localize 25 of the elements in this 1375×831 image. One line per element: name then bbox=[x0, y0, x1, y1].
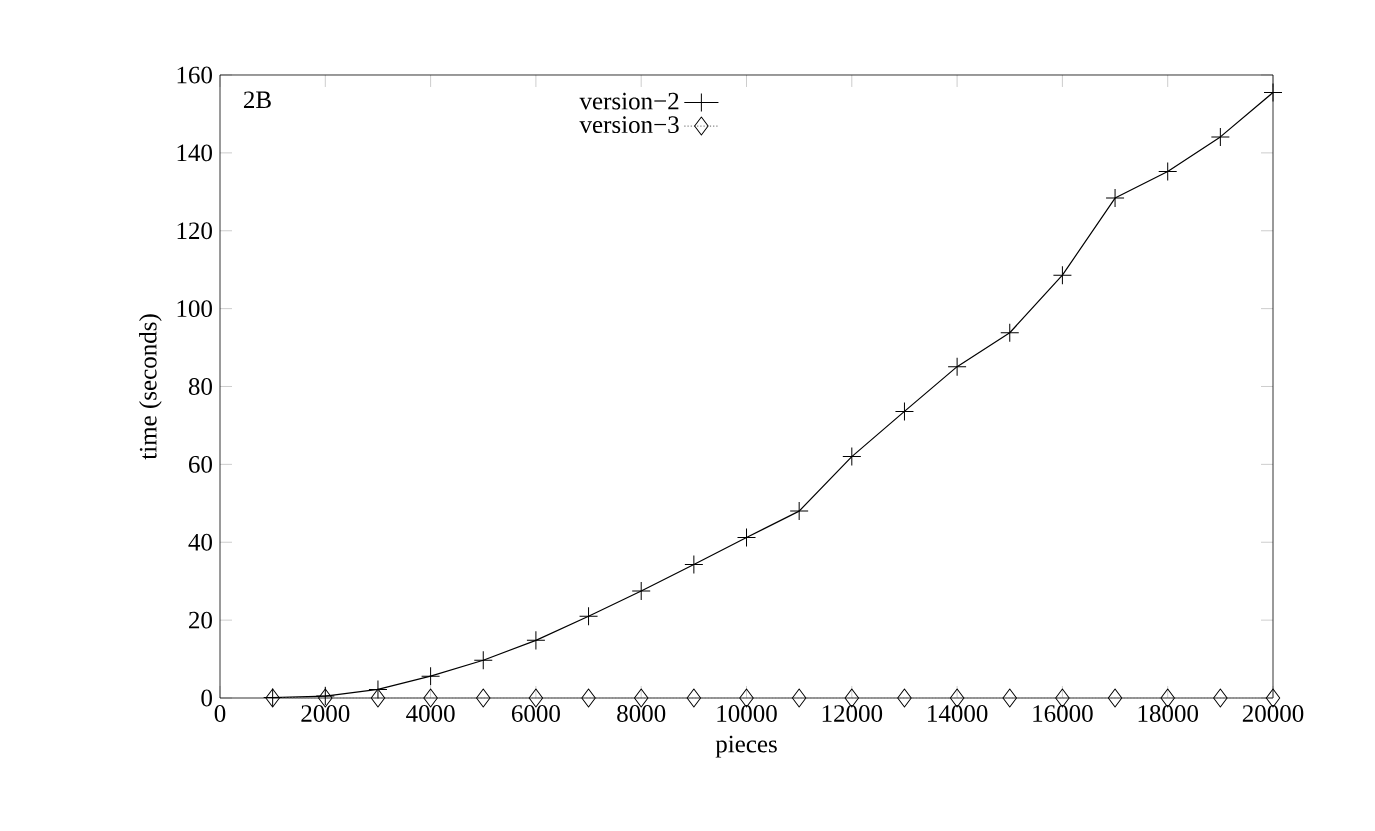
y-tick-label: 60 bbox=[189, 455, 212, 473]
x-tick-label: 14000 bbox=[928, 705, 988, 722]
x-tick-label: 12000 bbox=[822, 705, 883, 722]
x-tick-label: 10000 bbox=[717, 705, 777, 722]
x-tick-label: 18000 bbox=[1138, 705, 1198, 722]
annotation: 2B bbox=[243, 91, 271, 109]
legend-label: version−2 bbox=[579, 92, 679, 110]
x-tick-label: 6000 bbox=[511, 705, 560, 722]
y-tick-label: 140 bbox=[177, 144, 212, 162]
legend-label: version−3 bbox=[579, 116, 679, 134]
y-tick-label: 20 bbox=[189, 611, 212, 629]
y-tick-label: 100 bbox=[177, 300, 212, 318]
y-tick-label: 160 bbox=[177, 66, 212, 84]
x-axis-title: pieces bbox=[715, 735, 777, 758]
x-tick-label: 16000 bbox=[1033, 705, 1093, 722]
x-tick-label: 2000 bbox=[301, 705, 350, 722]
x-tick-label: 4000 bbox=[406, 705, 455, 722]
x-tick-label: 0 bbox=[214, 705, 226, 722]
y-axis-title: time (seconds) bbox=[139, 314, 162, 460]
y-tick-label: 120 bbox=[177, 222, 212, 240]
x-tick-label: 8000 bbox=[617, 705, 666, 722]
y-tick-label: 40 bbox=[188, 533, 212, 551]
x-tick-label: 20000 bbox=[1242, 705, 1304, 722]
y-tick-label: 80 bbox=[188, 378, 212, 395]
y-tick-label: 0 bbox=[201, 689, 212, 707]
